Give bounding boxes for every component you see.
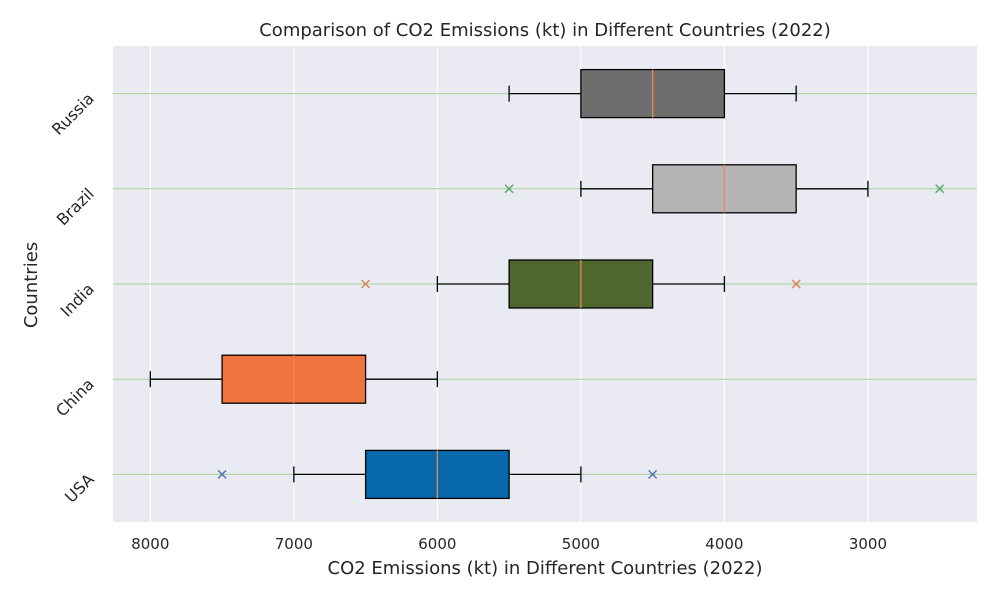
boxes-layer [149, 68, 945, 500]
chart-title: Comparison of CO2 Emissions (kt) in Diff… [259, 20, 831, 41]
box-brazil [504, 164, 945, 214]
x-axis-label: CO2 Emissions (kt) in Different Countrie… [328, 558, 763, 579]
box-china [149, 354, 439, 404]
outlier-point [648, 469, 658, 479]
x-tick-label: 5000 [562, 535, 600, 553]
y-tick-label: Russia [48, 89, 98, 139]
x-tick-label: 8000 [131, 535, 169, 553]
outlier-point [361, 279, 371, 289]
x-tick-label: 6000 [418, 535, 456, 553]
y-tick-label: India [57, 279, 98, 320]
box-russia [508, 68, 797, 119]
y-tick-label: Brazil [53, 184, 98, 229]
outlier-point [504, 184, 514, 194]
y-axis-ticks: USA China India Brazil Russia [48, 89, 98, 507]
box-usa [217, 449, 658, 500]
y-tick-label: China [52, 375, 98, 421]
x-tick-label: 7000 [275, 535, 313, 553]
outlier-point [791, 279, 801, 289]
x-tick-label: 4000 [705, 535, 743, 553]
y-tick-label: USA [61, 470, 98, 507]
x-axis-ticks: 8000 7000 6000 5000 4000 3000 [131, 535, 887, 553]
y-axis-label: Countries [21, 242, 42, 328]
outlier-point [217, 469, 227, 479]
box-india [361, 259, 801, 309]
x-tick-label: 3000 [849, 535, 887, 553]
outlier-point [935, 184, 945, 194]
